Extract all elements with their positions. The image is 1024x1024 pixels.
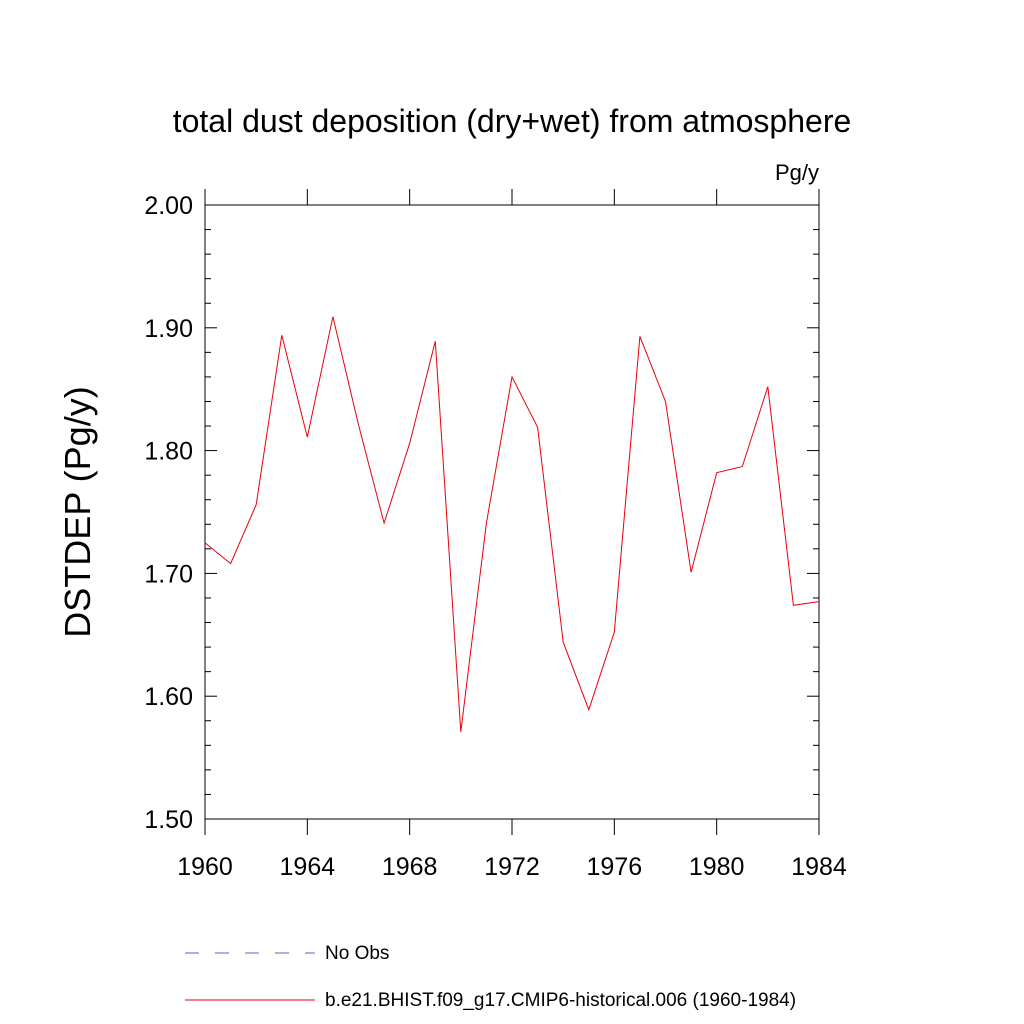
x-tick-label: 1980: [689, 853, 745, 881]
x-tick-label: 1972: [484, 853, 540, 881]
y-tick-label: 1.70: [144, 560, 193, 588]
x-tick-label: 1964: [280, 853, 336, 881]
y-tick-label: 1.90: [144, 315, 193, 343]
x-tick-label: 1976: [587, 853, 643, 881]
y-tick-label: 1.80: [144, 438, 193, 466]
plot-frame: [204, 204, 820, 820]
legend-label-series: b.e21.BHIST.f09_g17.CMIP6-historical.006…: [325, 990, 796, 1011]
y-tick-label: 2.00: [144, 192, 193, 220]
x-tick-label: 1984: [791, 853, 847, 881]
units-label: Pg/y: [775, 160, 819, 185]
legend-label-no-obs: No Obs: [325, 943, 389, 964]
chart-title: total dust deposition (dry+wet) from atm…: [173, 103, 852, 139]
y-tick-label: 1.60: [144, 683, 193, 711]
x-tick-label: 1960: [177, 853, 233, 881]
x-tick-label: 1968: [382, 853, 438, 881]
y-tick-label: 1.50: [144, 806, 193, 834]
y-axis-label: DSTDEP (Pg/y): [57, 386, 98, 637]
series-line-0: [204, 316, 820, 732]
